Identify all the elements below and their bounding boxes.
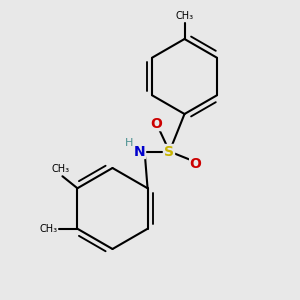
Text: CH₃: CH₃ bbox=[52, 164, 70, 174]
Text: N: N bbox=[134, 145, 145, 158]
Text: H: H bbox=[125, 137, 133, 148]
Text: S: S bbox=[164, 145, 175, 158]
Text: O: O bbox=[151, 117, 163, 130]
Text: O: O bbox=[190, 157, 202, 170]
Text: CH₃: CH₃ bbox=[176, 11, 194, 21]
Text: CH₃: CH₃ bbox=[40, 224, 58, 234]
